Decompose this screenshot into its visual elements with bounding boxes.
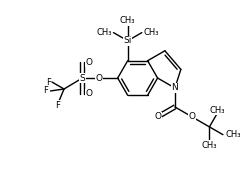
Text: O: O: [154, 112, 161, 121]
Text: S: S: [80, 74, 85, 82]
Text: CH₃: CH₃: [144, 28, 159, 37]
Text: F: F: [56, 101, 61, 110]
Text: O: O: [96, 74, 103, 82]
Text: F: F: [44, 87, 49, 95]
Text: Si: Si: [123, 36, 132, 45]
Text: N: N: [172, 83, 178, 92]
Text: O: O: [86, 58, 92, 67]
Text: CH₃: CH₃: [209, 106, 225, 115]
Text: CH₃: CH₃: [226, 130, 241, 139]
Text: CH₃: CH₃: [202, 141, 217, 150]
Text: F: F: [46, 78, 51, 87]
Text: O: O: [86, 89, 92, 98]
Text: CH₃: CH₃: [96, 28, 111, 37]
Text: O: O: [189, 112, 196, 121]
Text: CH₃: CH₃: [120, 16, 135, 26]
